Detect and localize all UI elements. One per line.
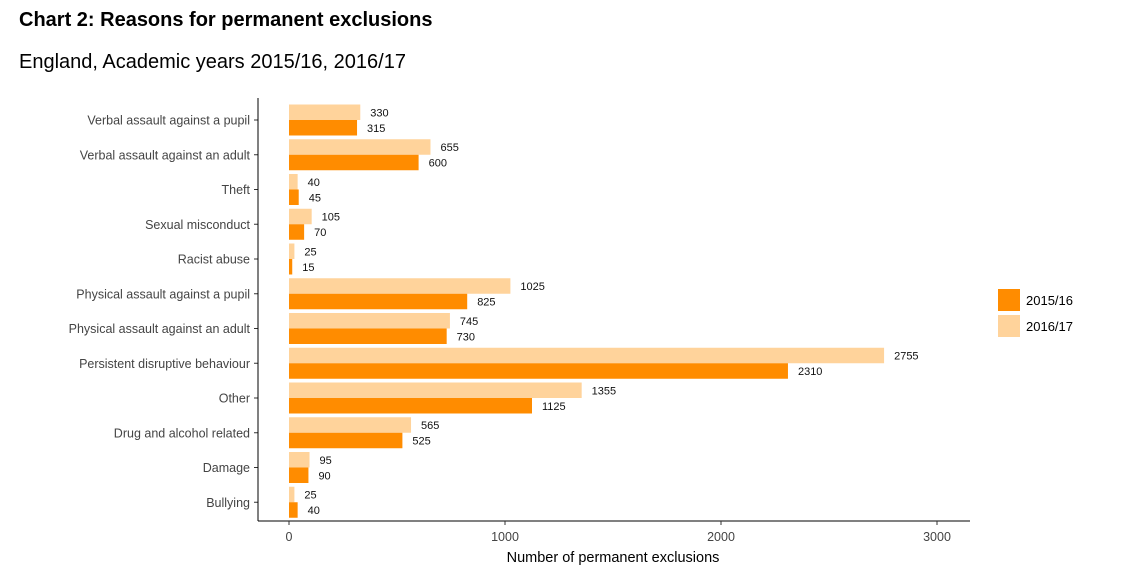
bar-2015-16-verbal-assault-against-a-pupil [289,120,358,136]
bar-2015-16-racist-abuse [289,259,293,275]
bar-2015-16-physical-assault-against-an-adult [289,328,447,344]
bar-2016-17-damage [289,452,310,468]
value-label-2016-17-racist-abuse: 25 [304,246,316,258]
legend-label-2015-16: 2015/16 [1026,293,1073,308]
value-label-2015-16-physical-assault-against-a-pupil: 825 [477,297,495,309]
value-label-2016-17-physical-assault-against-a-pupil: 1025 [520,281,544,293]
legend: 2015/16 2016/17 [998,289,1073,337]
bar-2016-17-racist-abuse [289,243,295,259]
category-label-physical-assault-against-a-pupil: Physical assault against a pupil [76,287,250,301]
bar-2016-17-physical-assault-against-an-adult [289,313,450,329]
bar-2015-16-sexual-misconduct [289,224,305,240]
bar-2015-16-theft [289,189,299,205]
bar-2016-17-physical-assault-against-a-pupil [289,278,511,294]
chart-subtitle: England, Academic years 2015/16, 2016/17 [19,51,406,73]
value-label-2015-16-verbal-assault-against-an-adult: 600 [429,158,447,170]
value-label-2016-17-persistent-disruptive-behaviour: 2755 [894,351,918,363]
value-label-2016-17-verbal-assault-against-a-pupil: 330 [370,107,388,119]
legend-swatch-2015-16 [998,289,1020,311]
x-tick-label-3000: 3000 [923,530,951,544]
bar-2015-16-bullying [289,502,298,518]
value-label-2016-17-verbal-assault-against-an-adult: 655 [440,142,458,154]
value-label-2016-17-sexual-misconduct: 105 [322,212,340,224]
category-label-theft: Theft [222,183,251,197]
value-label-2016-17-bullying: 25 [304,490,316,502]
legend-swatch-2016-17 [998,315,1020,337]
bar-2015-16-persistent-disruptive-behaviour [289,363,788,379]
bar-2015-16-damage [289,467,309,483]
chart-title: Chart 2: Reasons for permanent exclusion… [19,9,433,31]
legend-label-2016-17: 2016/17 [1026,319,1073,334]
value-label-2016-17-theft: 40 [308,177,320,189]
x-tick-label-0: 0 [286,530,293,544]
category-label-physical-assault-against-an-adult: Physical assault against an adult [69,322,251,336]
bar-2015-16-physical-assault-against-a-pupil [289,293,468,310]
category-label-damage: Damage [203,461,250,475]
bar-2016-17-other [289,382,582,398]
value-label-2015-16-other: 1125 [542,401,566,413]
bar-2016-17-drug-and-alcohol-related [289,417,412,433]
bar-2016-17-verbal-assault-against-an-adult [289,139,431,155]
bar-2016-17-bullying [289,486,295,503]
axes-group: Verbal assault against a pupil Verbal ass… [69,98,970,566]
category-label-verbal-assault-against-a-pupil: Verbal assault against a pupil [87,114,250,128]
category-label-sexual-misconduct: Sexual misconduct [145,218,250,232]
value-label-2016-17-drug-and-alcohol-related: 565 [421,420,439,432]
category-label-persistent-disruptive-behaviour: Persistent disruptive behaviour [79,357,250,371]
bar-2016-17-theft [289,174,298,190]
value-label-2015-16-damage: 90 [318,470,330,482]
bar-2015-16-drug-and-alcohol-related [289,432,403,449]
value-label-2015-16-racist-abuse: 15 [302,262,314,274]
category-label-verbal-assault-against-an-adult: Verbal assault against an adult [80,148,251,162]
bar-2016-17-sexual-misconduct [289,208,312,225]
value-label-2015-16-persistent-disruptive-behaviour: 2310 [798,366,822,378]
category-label-drug-and-alcohol-related: Drug and alcohol related [114,426,250,440]
bar-2016-17-verbal-assault-against-a-pupil [289,104,361,120]
value-label-2016-17-other: 1355 [592,385,616,397]
bar-2016-17-persistent-disruptive-behaviour [289,347,885,364]
value-label-2015-16-bullying: 40 [308,505,320,517]
x-axis-title: Number of permanent exclusions [507,550,720,566]
value-label-2015-16-theft: 45 [309,192,321,204]
value-label-2015-16-sexual-misconduct: 70 [314,227,326,239]
x-tick-label-1000: 1000 [491,530,519,544]
category-label-bullying: Bullying [206,496,250,510]
value-label-2015-16-physical-assault-against-an-adult: 730 [457,331,475,343]
bar-2015-16-verbal-assault-against-an-adult [289,154,419,171]
value-label-2016-17-physical-assault-against-an-adult: 745 [460,316,478,328]
category-label-other: Other [219,392,250,406]
x-tick-label-2000: 2000 [707,530,735,544]
bar-2015-16-other [289,398,532,414]
category-label-racist-abuse: Racist abuse [178,253,250,267]
value-label-2015-16-drug-and-alcohol-related: 525 [412,436,430,448]
value-label-2016-17-damage: 95 [320,455,332,467]
value-label-2015-16-verbal-assault-against-a-pupil: 315 [367,123,385,135]
